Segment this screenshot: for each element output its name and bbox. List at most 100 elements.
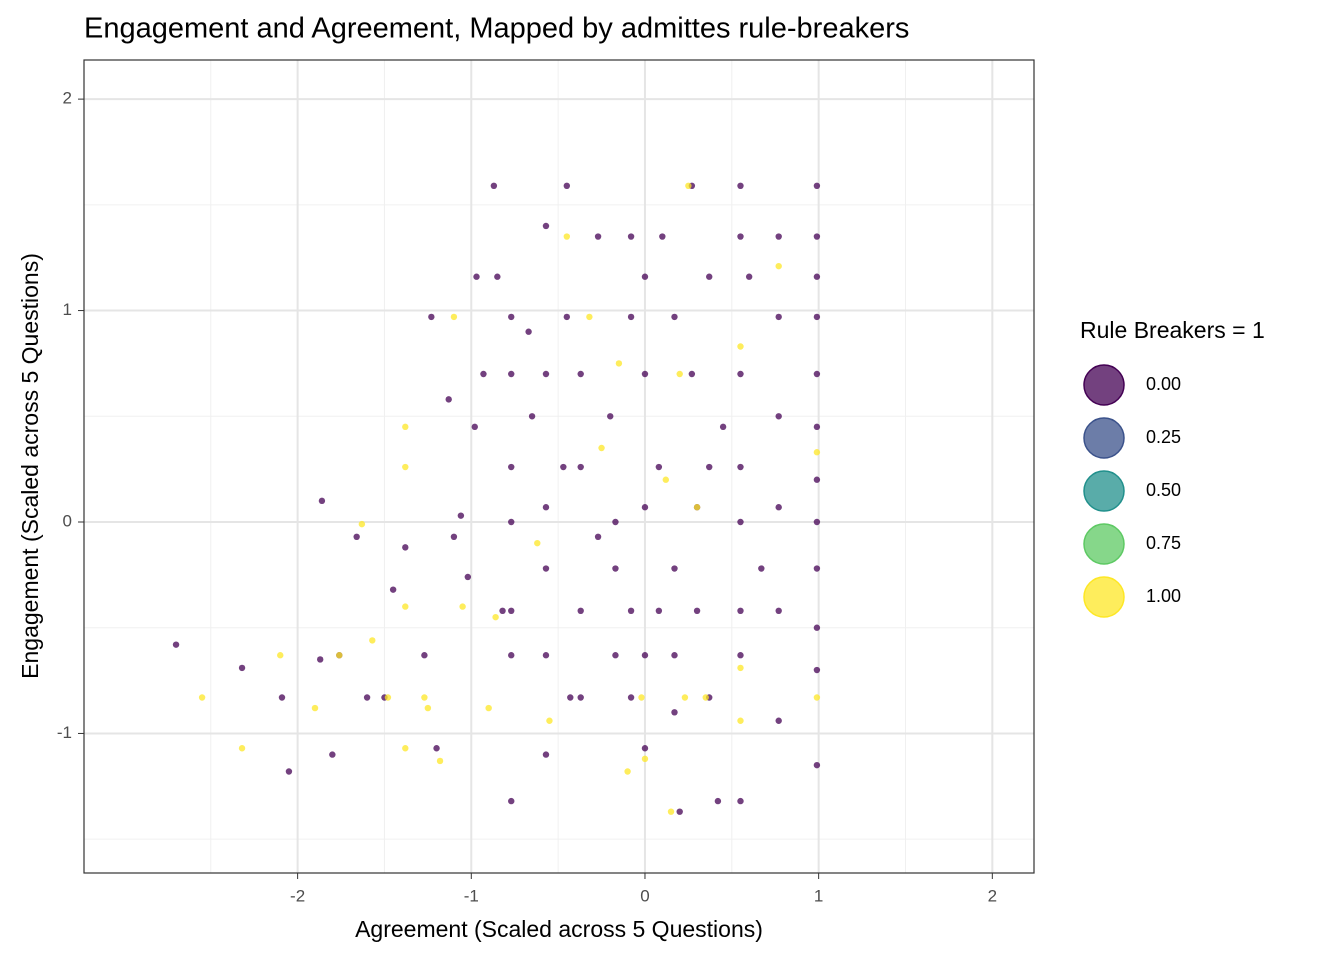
point [494,273,501,280]
point [428,313,435,321]
point [586,313,593,321]
point [534,539,541,547]
point [492,613,499,621]
point [737,370,744,378]
point [402,544,409,551]
point [706,463,713,471]
point [445,396,452,403]
point [641,652,649,659]
point [542,652,550,659]
point [775,413,782,420]
point [457,512,465,519]
legend-swatch [1083,364,1125,406]
point [714,797,722,805]
x-tick-label: 2 [988,886,997,905]
point [737,652,744,659]
point [655,463,663,471]
point [389,586,397,593]
point [316,656,324,663]
point [546,717,553,724]
point [813,565,821,572]
point [421,652,428,659]
point [612,652,619,659]
point [775,233,782,240]
point [693,607,701,615]
point [737,607,744,615]
point [627,694,635,701]
point [737,182,744,190]
point [508,370,515,378]
point [641,755,649,763]
point [485,704,492,712]
point [676,808,683,815]
legend-swatch [1083,470,1125,512]
point [813,449,821,456]
point [567,694,574,701]
point [688,370,696,378]
point [318,497,326,505]
point [402,423,409,431]
legend-title: Rule Breakers = 1 [1080,317,1265,343]
point [508,607,515,615]
point [813,273,821,280]
point [813,233,821,240]
point [775,607,782,615]
point [560,463,567,471]
point [577,463,584,471]
point [667,808,675,815]
x-tick-label: -1 [464,886,479,905]
point [693,504,701,511]
x-axis-title: Agreement (Scaled across 5 Questions) [355,916,763,942]
point [450,533,458,541]
point [662,476,670,483]
point [542,222,550,230]
point [577,607,584,615]
plot-panel [84,60,1034,873]
point [638,694,645,701]
legend-label: 0.25 [1146,427,1181,447]
point [471,423,478,431]
point [336,652,343,659]
point [542,370,550,378]
point [813,694,821,701]
point [563,182,571,190]
point [671,652,678,659]
point [685,182,692,190]
point [528,413,536,420]
x-tick-label: 0 [640,886,649,905]
point [542,504,550,511]
point [681,694,689,701]
point [402,745,409,752]
point [624,768,631,775]
point [508,652,515,659]
point [813,518,821,526]
point [450,313,458,321]
point [278,694,286,701]
point [542,565,550,572]
point [353,533,360,541]
legend-swatch [1083,417,1125,459]
point [737,463,744,471]
point [508,313,515,321]
x-tick-label: 1 [814,886,823,905]
legend-label: 0.50 [1146,480,1181,500]
point [402,603,409,610]
point [813,624,821,631]
point [813,313,821,321]
point [813,666,821,674]
legend-swatch [1083,576,1125,618]
point [459,603,466,610]
point [402,463,409,471]
point [490,182,498,190]
point [813,423,821,431]
point [598,444,605,452]
point [671,565,678,572]
point [238,745,246,752]
point [363,694,371,701]
point [577,370,584,378]
legend-swatch [1083,523,1125,565]
point [813,761,821,769]
point [659,233,666,240]
point [641,370,649,378]
point [594,233,602,240]
